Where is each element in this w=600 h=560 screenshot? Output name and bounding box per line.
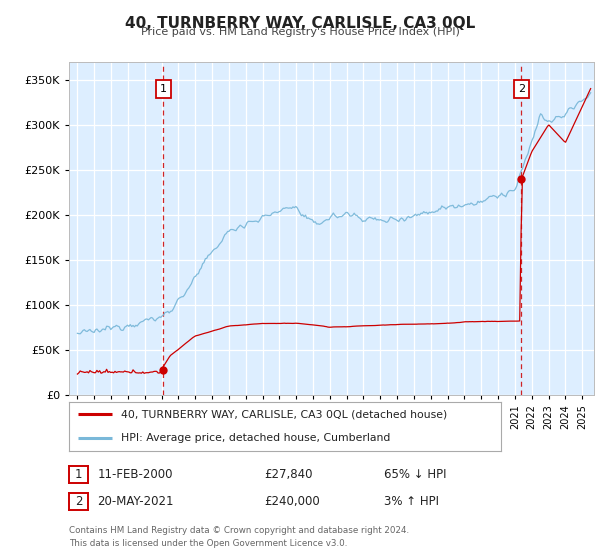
- Text: 65% ↓ HPI: 65% ↓ HPI: [384, 468, 446, 481]
- Text: HPI: Average price, detached house, Cumberland: HPI: Average price, detached house, Cumb…: [121, 433, 390, 443]
- Text: £240,000: £240,000: [264, 494, 320, 508]
- Text: 40, TURNBERRY WAY, CARLISLE, CA3 0QL: 40, TURNBERRY WAY, CARLISLE, CA3 0QL: [125, 16, 475, 31]
- Text: Contains HM Land Registry data © Crown copyright and database right 2024.
This d: Contains HM Land Registry data © Crown c…: [69, 526, 409, 548]
- Text: 1: 1: [75, 468, 82, 481]
- Text: 11-FEB-2000: 11-FEB-2000: [97, 468, 173, 481]
- Text: Price paid vs. HM Land Registry's House Price Index (HPI): Price paid vs. HM Land Registry's House …: [140, 27, 460, 37]
- Text: 40, TURNBERRY WAY, CARLISLE, CA3 0QL (detached house): 40, TURNBERRY WAY, CARLISLE, CA3 0QL (de…: [121, 409, 447, 419]
- Text: 3% ↑ HPI: 3% ↑ HPI: [384, 494, 439, 508]
- Text: 1: 1: [160, 83, 167, 94]
- Text: 20-MAY-2021: 20-MAY-2021: [97, 494, 174, 508]
- Text: 2: 2: [518, 83, 525, 94]
- Text: £27,840: £27,840: [264, 468, 313, 481]
- Text: 2: 2: [75, 494, 82, 508]
